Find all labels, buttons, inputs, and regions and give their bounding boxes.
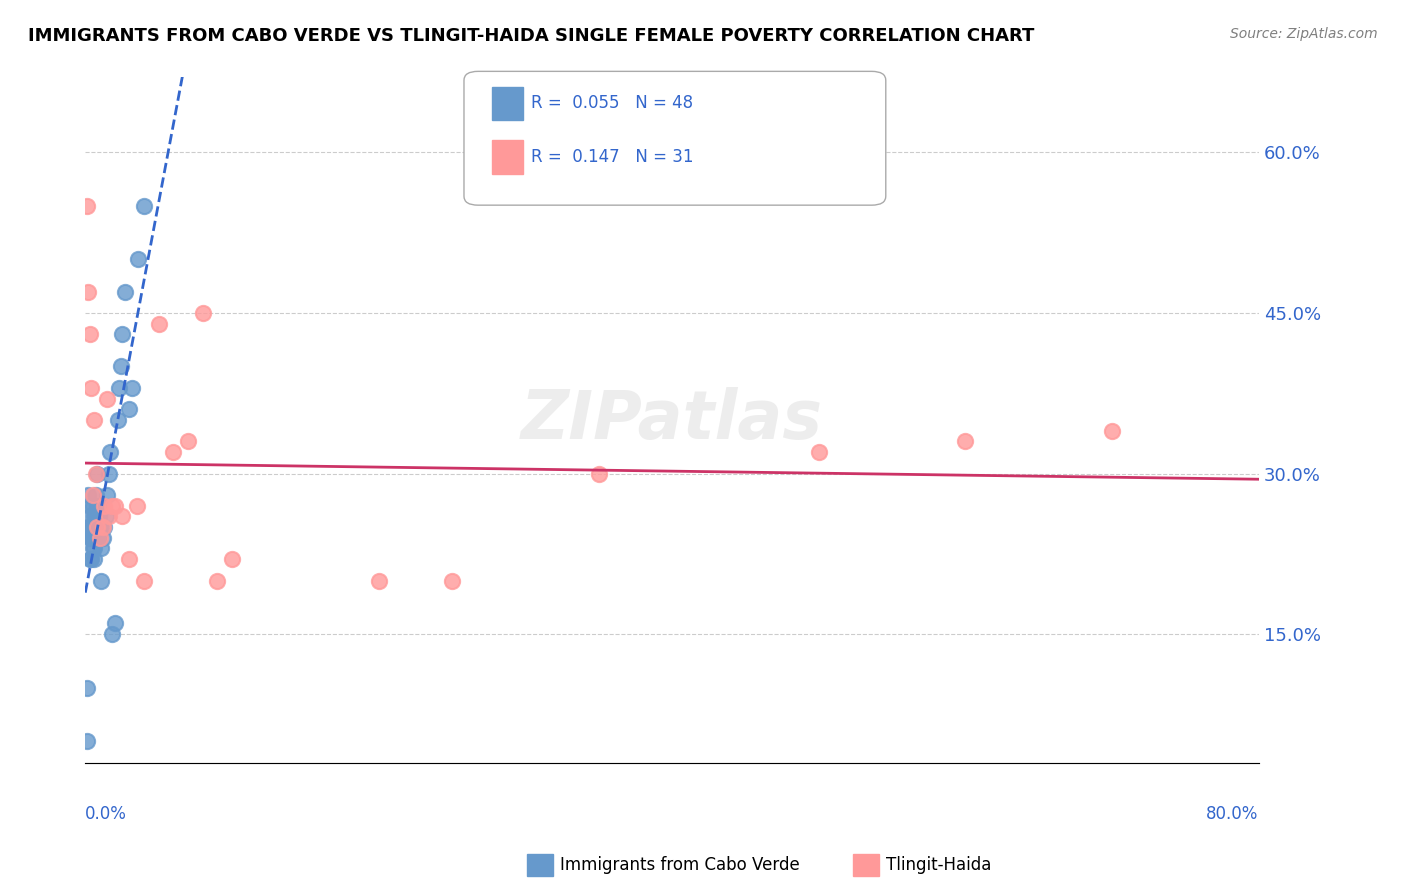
Point	[191, 306, 214, 320]
Point	[93, 499, 115, 513]
Point	[100, 627, 122, 641]
Text: 0.0%: 0.0%	[86, 805, 127, 823]
Point	[104, 499, 127, 513]
Point	[79, 327, 101, 342]
Point	[1101, 424, 1123, 438]
Point	[114, 285, 136, 299]
Point	[132, 574, 155, 588]
Point	[100, 499, 122, 513]
Point	[125, 499, 148, 513]
Text: Immigrants from Cabo Verde: Immigrants from Cabo Verde	[560, 856, 800, 874]
Text: Tlingit-Haida: Tlingit-Haida	[886, 856, 991, 874]
Point	[84, 509, 107, 524]
Point	[87, 509, 110, 524]
Point	[76, 199, 98, 213]
Point	[82, 488, 104, 502]
Text: IMMIGRANTS FROM CABO VERDE VS TLINGIT-HAIDA SINGLE FEMALE POVERTY CORRELATION CH: IMMIGRANTS FROM CABO VERDE VS TLINGIT-HA…	[28, 27, 1035, 45]
Point	[83, 509, 105, 524]
Text: R =  0.055   N = 48: R = 0.055 N = 48	[531, 95, 693, 112]
Point	[127, 252, 149, 267]
Point	[80, 381, 103, 395]
Point	[97, 509, 120, 524]
Point	[90, 541, 112, 556]
Point	[80, 520, 103, 534]
Point	[588, 467, 610, 481]
Point	[86, 467, 108, 481]
Point	[76, 681, 98, 695]
Point	[221, 552, 243, 566]
Point	[93, 520, 115, 534]
Point	[77, 520, 100, 534]
Point	[80, 552, 103, 566]
Point	[440, 574, 463, 588]
Point	[83, 541, 105, 556]
Point	[98, 445, 121, 459]
Text: Source: ZipAtlas.com: Source: ZipAtlas.com	[1230, 27, 1378, 41]
Point	[87, 531, 110, 545]
Point	[83, 520, 105, 534]
Point	[82, 541, 104, 556]
Point	[97, 467, 120, 481]
Point	[82, 531, 104, 545]
Point	[108, 381, 131, 395]
Point	[177, 434, 200, 449]
Point	[76, 734, 98, 748]
Point	[86, 520, 108, 534]
Point	[111, 327, 134, 342]
Point	[96, 392, 118, 406]
Point	[84, 531, 107, 545]
Point	[121, 381, 143, 395]
Point	[80, 531, 103, 545]
Point	[82, 520, 104, 534]
Point	[89, 520, 111, 534]
Point	[367, 574, 389, 588]
Point	[111, 509, 134, 524]
Text: 80.0%: 80.0%	[1206, 805, 1258, 823]
Point	[96, 488, 118, 502]
Point	[79, 531, 101, 545]
Point	[94, 509, 117, 524]
Point	[84, 467, 107, 481]
Point	[79, 552, 101, 566]
Point	[148, 317, 170, 331]
Point	[118, 552, 141, 566]
Text: R =  0.147   N = 31: R = 0.147 N = 31	[531, 148, 695, 166]
Point	[107, 413, 129, 427]
Point	[83, 413, 105, 427]
Point	[91, 531, 114, 545]
Point	[77, 285, 100, 299]
Point	[91, 520, 114, 534]
Point	[110, 359, 132, 374]
Point	[89, 531, 111, 545]
Point	[77, 488, 100, 502]
Point	[86, 499, 108, 513]
Point	[79, 509, 101, 524]
Point	[82, 499, 104, 513]
Point	[86, 520, 108, 534]
Point	[207, 574, 229, 588]
Point	[132, 199, 155, 213]
Point	[118, 402, 141, 417]
Point	[955, 434, 977, 449]
Text: ZIPatlas: ZIPatlas	[522, 387, 823, 453]
Point	[104, 616, 127, 631]
Point	[84, 488, 107, 502]
Point	[162, 445, 184, 459]
Point	[83, 552, 105, 566]
Point	[90, 574, 112, 588]
Point	[807, 445, 830, 459]
Point	[79, 499, 101, 513]
Point	[89, 499, 111, 513]
